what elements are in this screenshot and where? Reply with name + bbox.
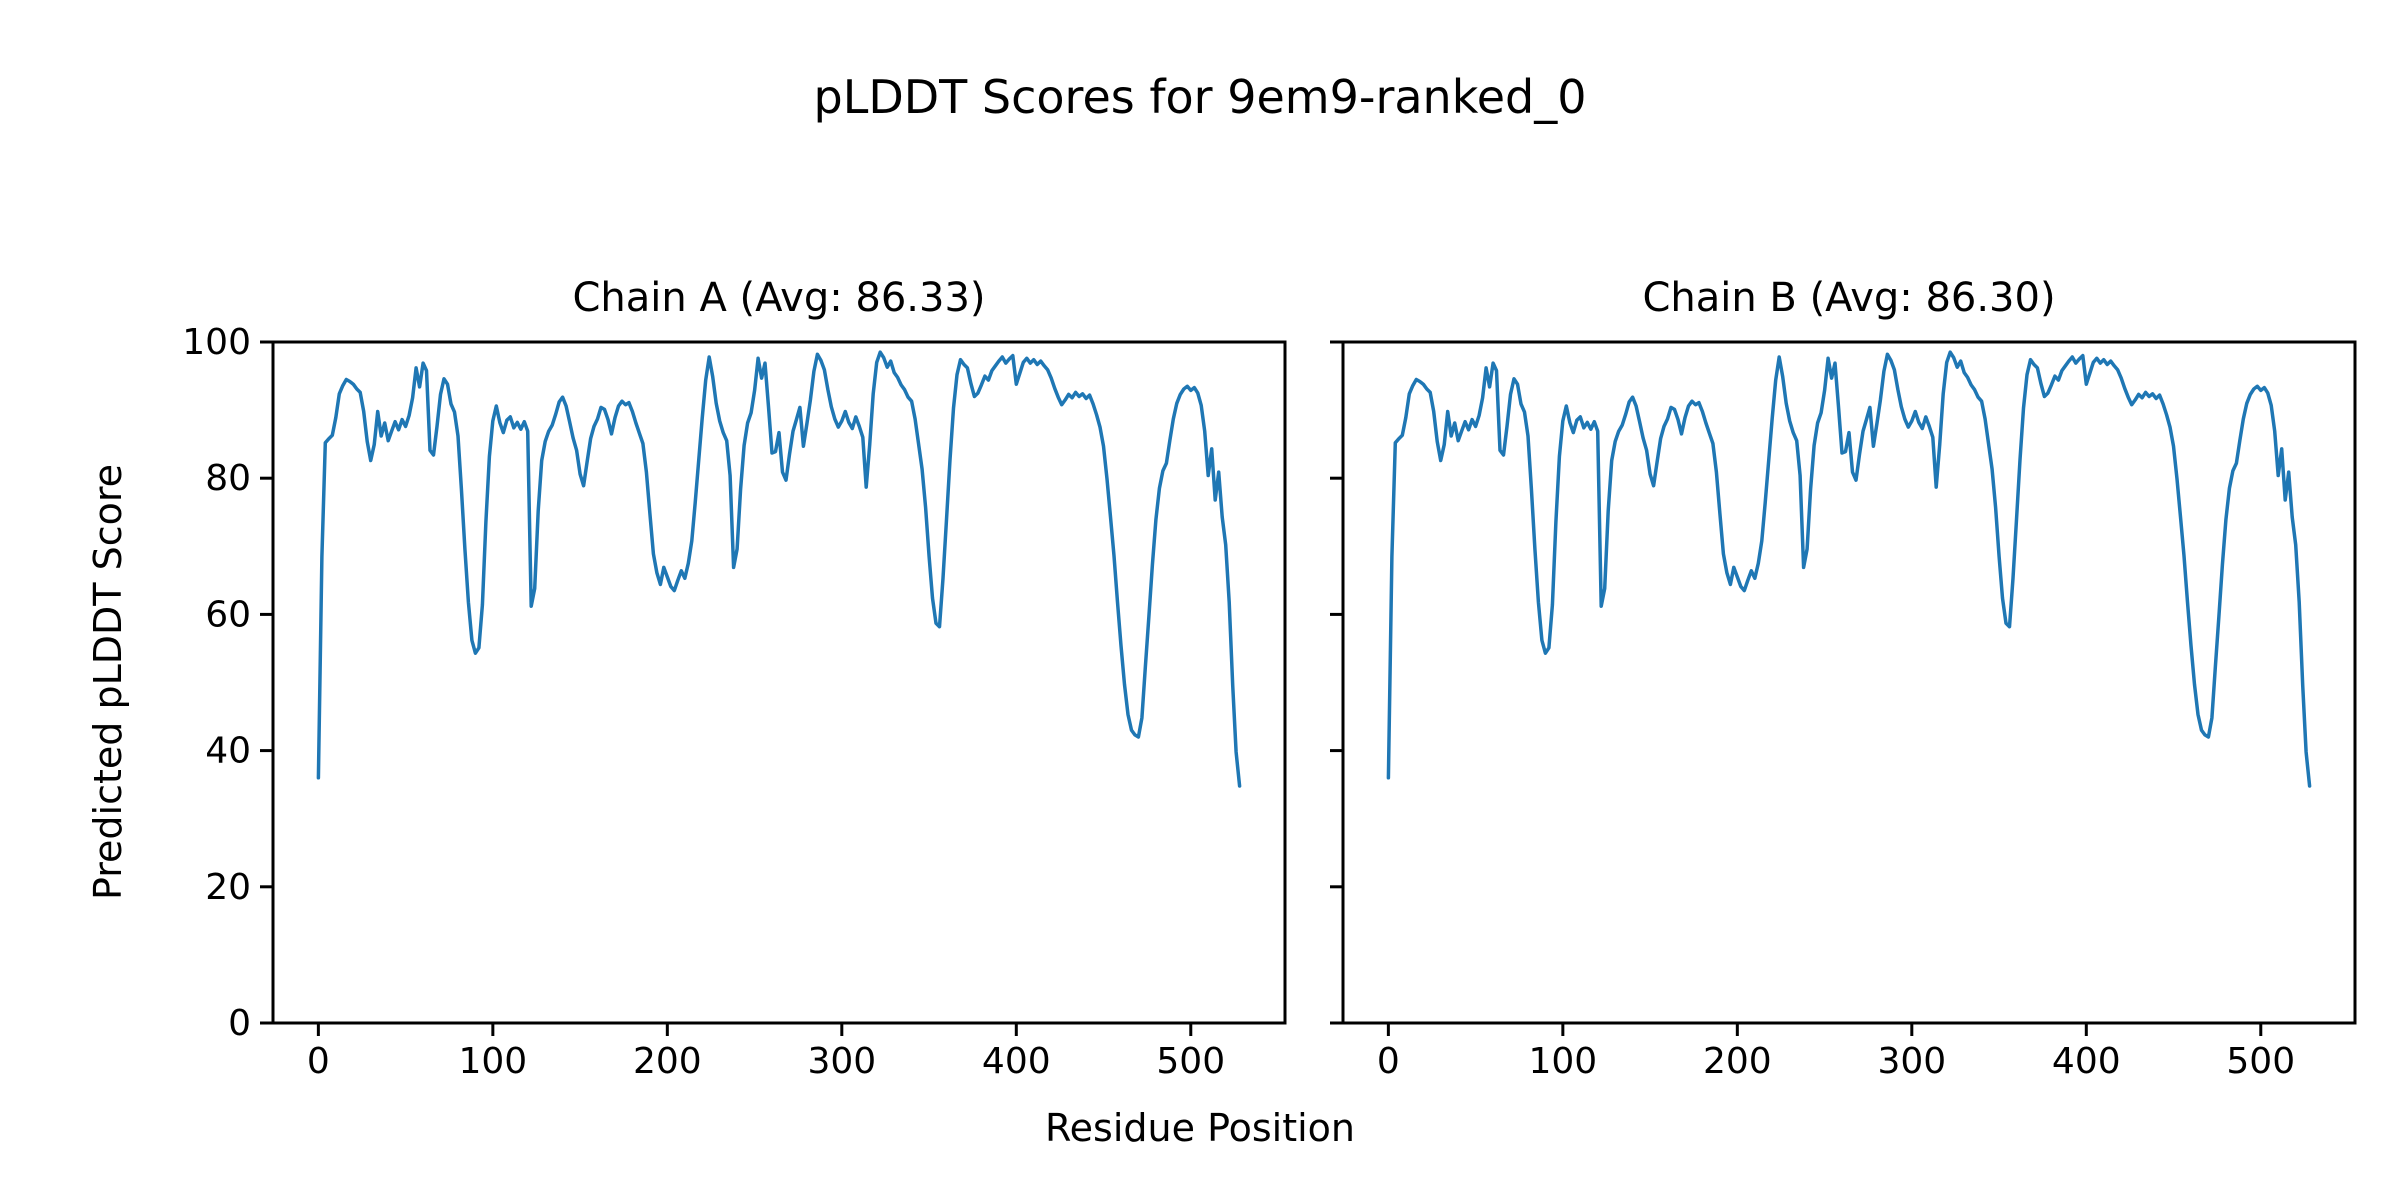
x-tick-label: 200 (633, 1041, 702, 1082)
plddt-line (1386, 350, 2312, 788)
x-tick-label: 100 (458, 1041, 527, 1082)
chain-a-title: Chain A (Avg: 86.33) (572, 275, 986, 321)
axes-spines (1341, 340, 2357, 1025)
y-tick-label: 40 (205, 731, 251, 772)
x-tick-label: 0 (1377, 1041, 1400, 1082)
chain-b-plot: 0 100 200 300 400 500 (1330, 340, 2357, 1082)
x-tick-label: 300 (807, 1041, 876, 1082)
y-tick-label: 60 (205, 594, 251, 635)
chain-a-plot: 0 100 200 300 400 500 0 20 40 60 80 100 (182, 322, 1287, 1082)
x-tick-label: 400 (2052, 1041, 2121, 1082)
x-tick-label: 400 (982, 1041, 1051, 1082)
x-tick-label: 200 (1703, 1041, 1772, 1082)
x-tick-label: 500 (1156, 1041, 1225, 1082)
axes-spines (271, 340, 1287, 1025)
x-tick-label: 500 (2226, 1041, 2295, 1082)
y-tick-label: 80 (205, 458, 251, 499)
plddt-line (316, 350, 1242, 788)
x-tick-label: 100 (1528, 1041, 1597, 1082)
y-tick-label: 20 (205, 867, 251, 908)
figure-title: pLDDT Scores for 9em9-ranked_0 (813, 70, 1587, 124)
x-tick-label: 0 (307, 1041, 330, 1082)
y-tick-label: 0 (228, 1003, 251, 1044)
x-axis-label: Residue Position (1044, 1106, 1356, 1150)
x-tick-label: 300 (1877, 1041, 1946, 1082)
chain-b-title: Chain B (Avg: 86.30) (1642, 275, 2056, 321)
y-axis-label: Predicted pLDDT Score (86, 464, 130, 900)
y-tick-label: 100 (182, 322, 251, 363)
